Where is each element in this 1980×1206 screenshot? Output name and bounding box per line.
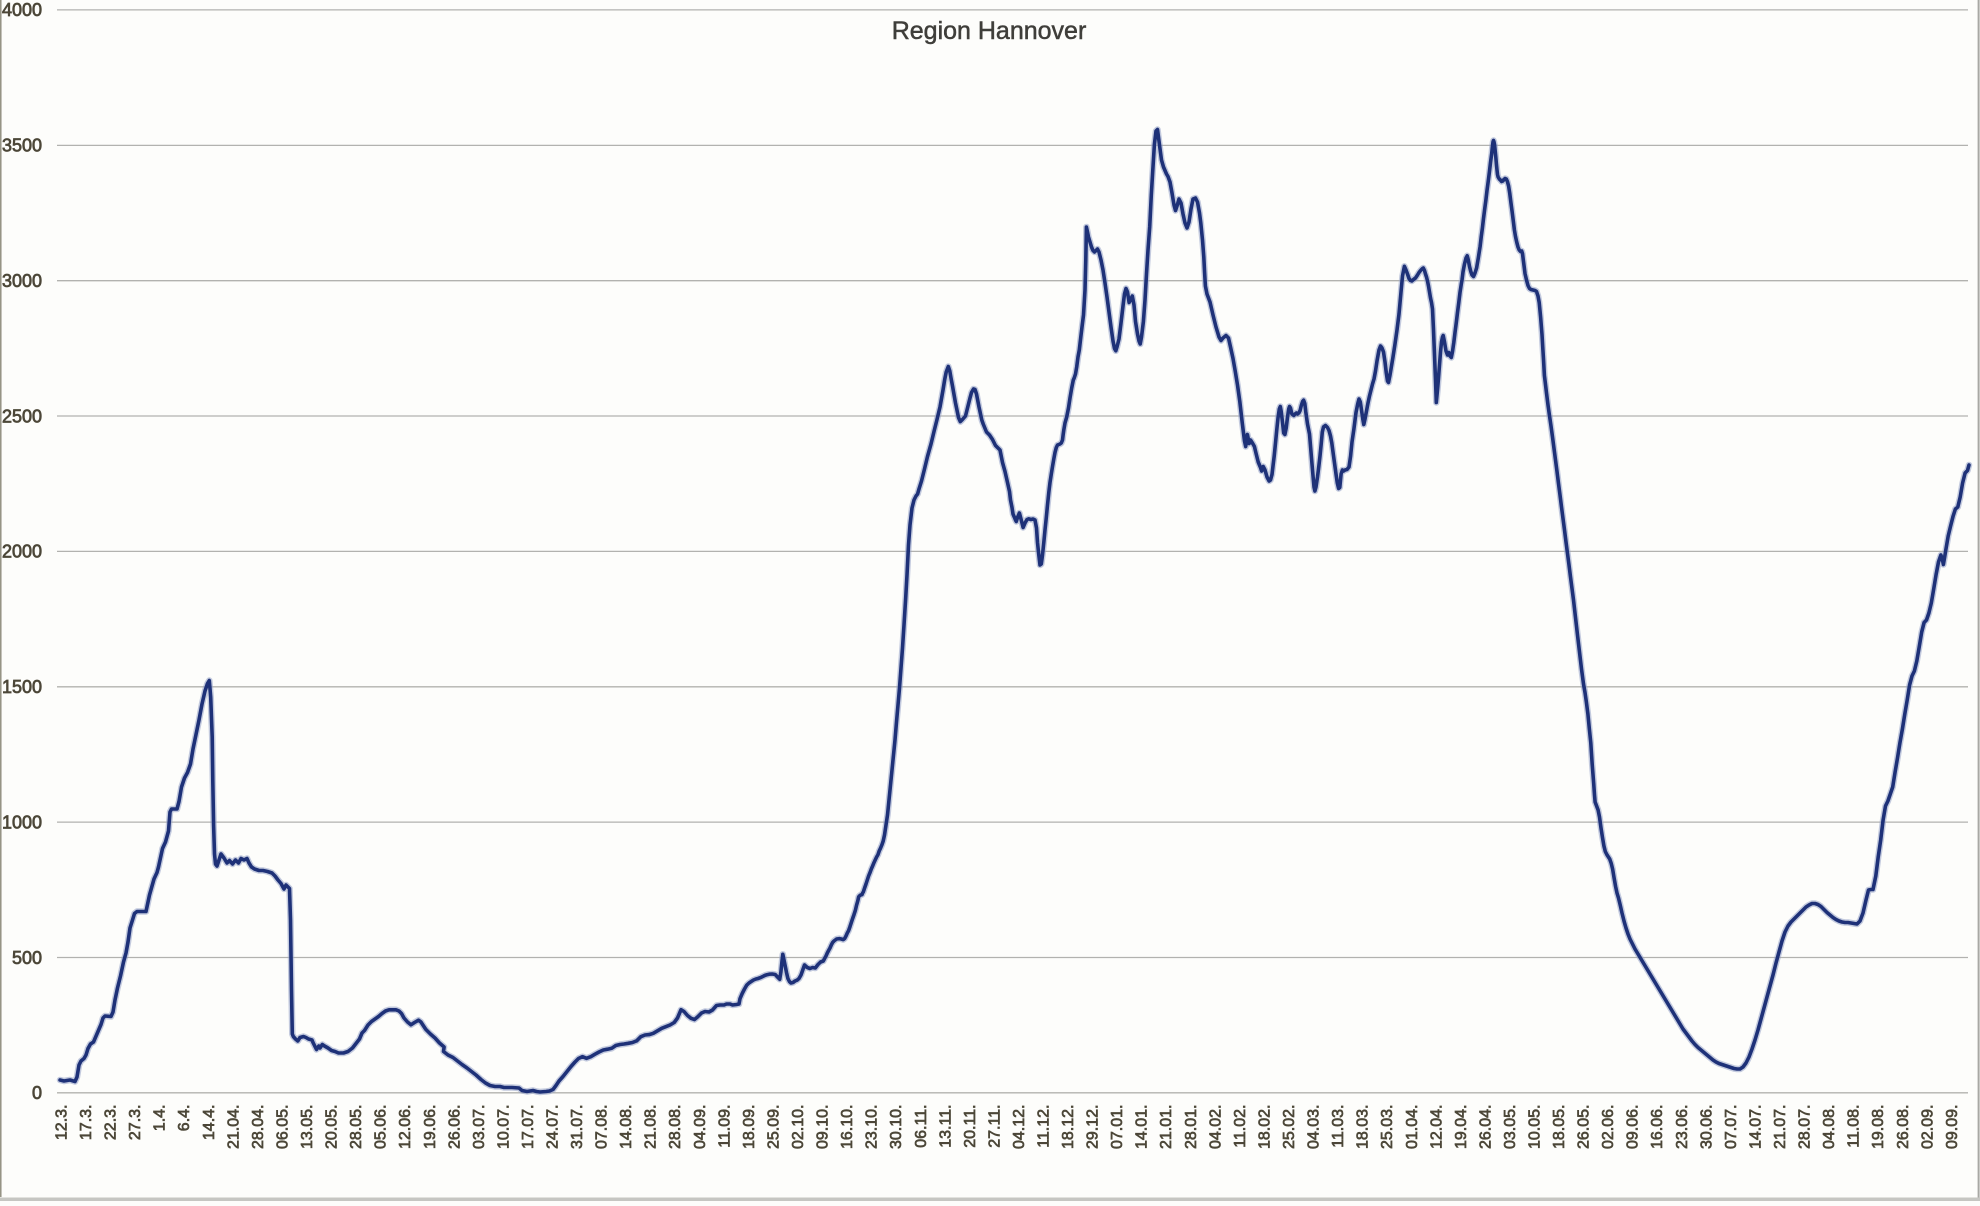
svg-text:20.05.: 20.05.: [324, 1105, 341, 1149]
svg-text:10.05.: 10.05.: [1527, 1105, 1544, 1149]
svg-text:12.06.: 12.06.: [397, 1105, 414, 1149]
svg-text:06.11.: 06.11.: [913, 1105, 930, 1148]
svg-text:30.06.: 30.06.: [1698, 1105, 1715, 1149]
svg-text:03.07.: 03.07.: [471, 1105, 488, 1149]
svg-text:01.04.: 01.04.: [1404, 1105, 1421, 1149]
svg-text:16.10.: 16.10.: [839, 1105, 856, 1149]
svg-text:12.04.: 12.04.: [1428, 1105, 1445, 1149]
svg-text:04.08.: 04.08.: [1821, 1105, 1838, 1149]
svg-text:28.04.: 28.04.: [250, 1105, 267, 1149]
svg-text:27.3.: 27.3.: [127, 1105, 144, 1141]
svg-text:1.4.: 1.4.: [152, 1105, 169, 1132]
svg-text:28.07.: 28.07.: [1797, 1105, 1814, 1149]
svg-text:11.02.: 11.02.: [1232, 1105, 1249, 1148]
svg-text:26.08.: 26.08.: [1895, 1105, 1912, 1149]
svg-text:24.07.: 24.07.: [545, 1105, 562, 1149]
svg-text:02.09.: 02.09.: [1919, 1105, 1936, 1149]
svg-text:04.03.: 04.03.: [1306, 1105, 1323, 1149]
svg-text:28.08.: 28.08.: [667, 1105, 684, 1149]
svg-text:18.03.: 18.03.: [1355, 1105, 1372, 1149]
svg-text:21.08.: 21.08.: [643, 1105, 660, 1149]
svg-text:04.09.: 04.09.: [692, 1105, 709, 1149]
svg-text:25.03.: 25.03.: [1379, 1105, 1396, 1149]
svg-text:11.09.: 11.09.: [716, 1105, 733, 1148]
svg-text:19.06.: 19.06.: [422, 1105, 439, 1149]
svg-text:13.11.: 13.11.: [937, 1105, 954, 1148]
svg-text:Region Hannover: Region Hannover: [892, 17, 1087, 45]
svg-text:29.12.: 29.12.: [1085, 1105, 1102, 1149]
svg-text:0: 0: [32, 1083, 42, 1103]
svg-text:21.01.: 21.01.: [1158, 1105, 1175, 1149]
svg-text:07.08.: 07.08.: [594, 1105, 611, 1149]
svg-text:26.04.: 26.04.: [1477, 1105, 1494, 1149]
svg-text:03.05.: 03.05.: [1502, 1105, 1519, 1149]
svg-text:14.08.: 14.08.: [618, 1105, 635, 1149]
svg-text:18.05.: 18.05.: [1551, 1105, 1568, 1149]
svg-text:13.05.: 13.05.: [299, 1105, 316, 1149]
svg-text:05.06.: 05.06.: [373, 1105, 390, 1149]
svg-text:17.07.: 17.07.: [520, 1105, 537, 1149]
svg-text:02.06.: 02.06.: [1600, 1105, 1617, 1149]
svg-text:20.11.: 20.11.: [962, 1105, 979, 1148]
svg-text:26.05.: 26.05.: [1576, 1105, 1593, 1149]
svg-text:4000: 4000: [2, 0, 42, 20]
svg-text:11.03.: 11.03.: [1330, 1105, 1347, 1148]
svg-text:500: 500: [12, 948, 42, 968]
svg-text:22.3.: 22.3.: [103, 1105, 120, 1141]
svg-text:11.12.: 11.12.: [1036, 1105, 1053, 1148]
svg-text:28.01.: 28.01.: [1183, 1105, 1200, 1149]
svg-text:3000: 3000: [2, 271, 42, 291]
svg-text:19.08.: 19.08.: [1870, 1105, 1887, 1149]
svg-text:11.08.: 11.08.: [1846, 1105, 1863, 1148]
svg-text:09.06.: 09.06.: [1625, 1105, 1642, 1149]
svg-text:25.02.: 25.02.: [1281, 1105, 1298, 1149]
svg-text:07.07.: 07.07.: [1723, 1105, 1740, 1149]
svg-text:28.05.: 28.05.: [348, 1105, 365, 1149]
svg-text:04.12.: 04.12.: [1011, 1105, 1028, 1149]
svg-text:2000: 2000: [2, 542, 42, 562]
svg-text:14.01.: 14.01.: [1134, 1105, 1151, 1149]
svg-text:04.02.: 04.02.: [1207, 1105, 1224, 1149]
svg-text:18.02.: 18.02.: [1257, 1105, 1274, 1149]
svg-text:07.01.: 07.01.: [1109, 1105, 1126, 1149]
svg-text:23.06.: 23.06.: [1674, 1105, 1691, 1149]
svg-text:10.07.: 10.07.: [495, 1105, 512, 1149]
svg-text:18.12.: 18.12.: [1060, 1105, 1077, 1149]
svg-text:1500: 1500: [2, 677, 42, 697]
svg-text:12.3.: 12.3.: [54, 1105, 71, 1141]
svg-text:25.09.: 25.09.: [766, 1105, 783, 1149]
svg-text:26.06.: 26.06.: [446, 1105, 463, 1149]
svg-text:18.09.: 18.09.: [741, 1105, 758, 1149]
svg-text:14.4.: 14.4.: [201, 1105, 218, 1141]
svg-text:02.10.: 02.10.: [790, 1105, 807, 1149]
svg-text:21.04.: 21.04.: [225, 1105, 242, 1149]
svg-text:19.04.: 19.04.: [1453, 1105, 1470, 1149]
svg-text:17.3.: 17.3.: [78, 1105, 95, 1141]
svg-text:31.07.: 31.07.: [569, 1105, 586, 1149]
svg-text:27.11.: 27.11.: [986, 1105, 1003, 1148]
svg-text:30.10.: 30.10.: [888, 1105, 905, 1149]
svg-text:1000: 1000: [2, 812, 42, 832]
svg-text:2500: 2500: [2, 406, 42, 426]
svg-text:3500: 3500: [2, 136, 42, 156]
svg-text:16.06.: 16.06.: [1649, 1105, 1666, 1149]
svg-text:6.4.: 6.4.: [176, 1105, 193, 1132]
svg-text:06.05.: 06.05.: [275, 1105, 292, 1149]
svg-text:09.09.: 09.09.: [1944, 1105, 1961, 1149]
svg-text:21.07.: 21.07.: [1772, 1105, 1789, 1149]
svg-text:09.10.: 09.10.: [815, 1105, 832, 1149]
svg-text:23.10.: 23.10.: [864, 1105, 881, 1149]
svg-text:14.07.: 14.07.: [1748, 1105, 1765, 1149]
